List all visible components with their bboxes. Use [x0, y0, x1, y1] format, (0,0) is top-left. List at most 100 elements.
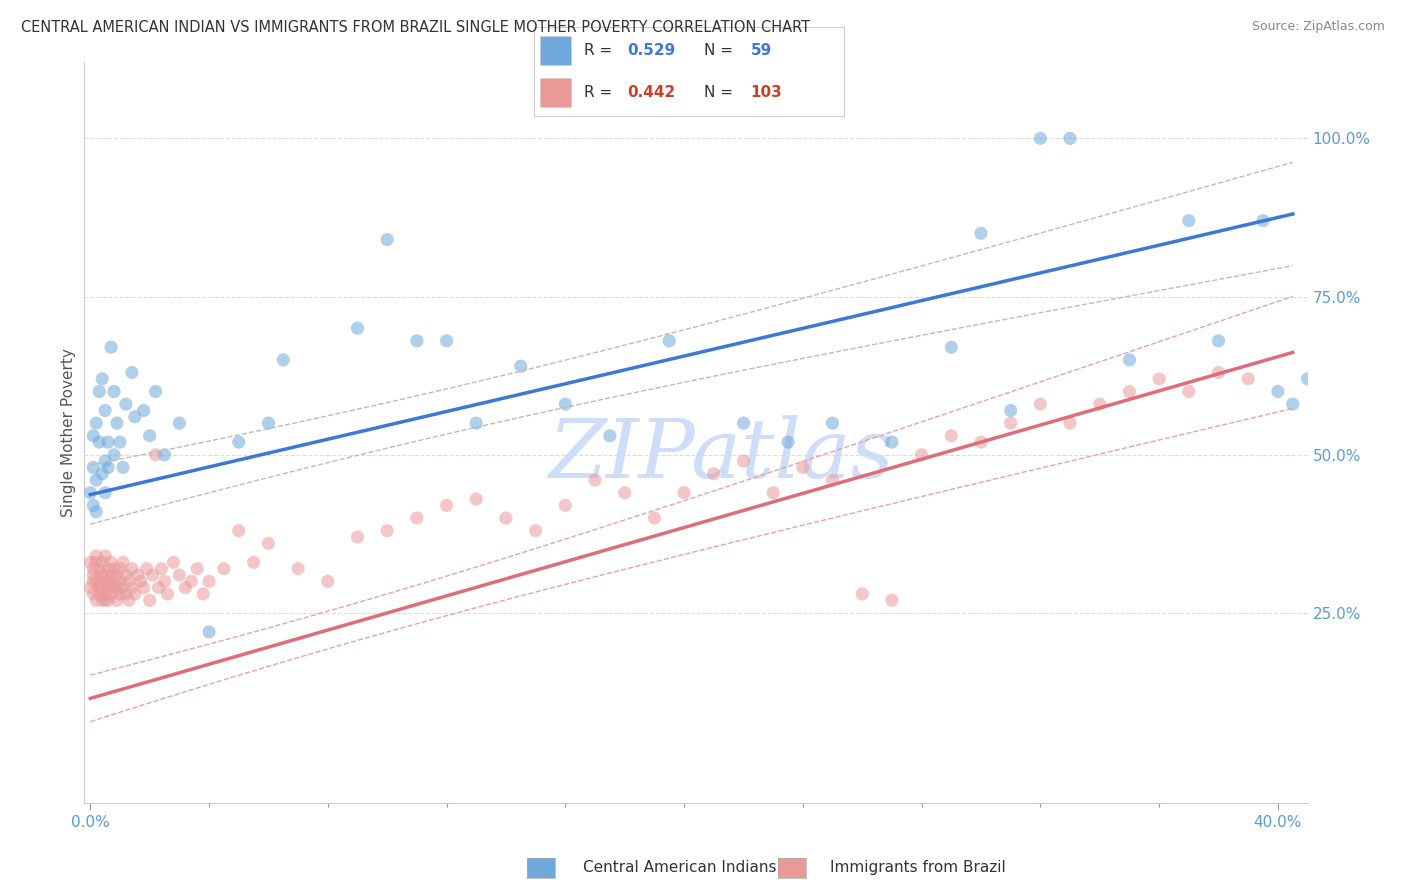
Point — [287, 562, 309, 576]
Point — [524, 524, 547, 538]
Point — [89, 574, 111, 589]
Point — [941, 429, 963, 443]
Point — [1147, 372, 1170, 386]
Point — [82, 574, 104, 589]
Point — [212, 562, 235, 576]
Point — [94, 454, 117, 468]
Point — [129, 574, 152, 589]
Point — [910, 448, 932, 462]
Point — [138, 593, 160, 607]
Point — [673, 485, 696, 500]
Point — [115, 397, 138, 411]
Point — [94, 403, 117, 417]
Point — [108, 435, 131, 450]
Text: N =: N = — [704, 86, 738, 100]
Point — [82, 429, 104, 443]
Point — [162, 555, 184, 569]
Point — [1059, 131, 1081, 145]
Point — [156, 587, 179, 601]
Point — [105, 568, 128, 582]
Point — [82, 562, 104, 576]
Point — [148, 581, 170, 595]
Point — [186, 562, 208, 576]
Point — [599, 429, 621, 443]
Point — [970, 435, 993, 450]
Point — [406, 334, 429, 348]
Point — [970, 227, 993, 241]
Point — [97, 562, 120, 576]
Point — [880, 435, 903, 450]
Point — [89, 581, 111, 595]
Point — [495, 511, 517, 525]
Point — [108, 587, 131, 601]
Point — [91, 581, 114, 595]
Point — [1237, 372, 1260, 386]
Point — [1029, 131, 1052, 145]
Point — [108, 562, 131, 576]
Point — [94, 587, 117, 601]
Y-axis label: Single Mother Poverty: Single Mother Poverty — [60, 348, 76, 517]
Point — [271, 352, 294, 367]
Point — [776, 435, 799, 450]
Point — [97, 574, 120, 589]
Text: 59: 59 — [751, 44, 772, 58]
Point — [257, 536, 280, 550]
Point — [105, 416, 128, 430]
Point — [82, 499, 104, 513]
Point — [84, 555, 107, 569]
Point — [89, 587, 111, 601]
Point — [132, 403, 155, 417]
Point — [242, 555, 264, 569]
Point — [103, 448, 125, 462]
Point — [97, 581, 120, 595]
Point — [1118, 352, 1140, 367]
Point — [124, 587, 146, 601]
Point — [316, 574, 339, 589]
Point — [94, 485, 117, 500]
Point — [406, 511, 429, 525]
Point — [100, 568, 122, 582]
Point — [91, 467, 114, 481]
Point — [79, 581, 101, 595]
Point — [509, 359, 531, 374]
Text: 103: 103 — [751, 86, 783, 100]
Point — [554, 499, 576, 513]
Point — [762, 485, 785, 500]
Point — [84, 549, 107, 563]
Point — [1059, 416, 1081, 430]
Point — [79, 555, 101, 569]
Point — [436, 499, 458, 513]
Point — [79, 485, 101, 500]
Point — [1178, 384, 1201, 399]
Point — [84, 473, 107, 487]
Point — [375, 524, 398, 538]
Point — [465, 416, 488, 430]
Point — [82, 460, 104, 475]
Point — [121, 562, 143, 576]
Point — [1208, 334, 1230, 348]
Point — [89, 562, 111, 576]
Point — [375, 233, 398, 247]
Point — [124, 409, 146, 424]
Point — [1251, 213, 1274, 227]
Point — [97, 460, 120, 475]
Point — [851, 587, 873, 601]
Text: 0.442: 0.442 — [627, 86, 675, 100]
Text: Central American Indians: Central American Indians — [583, 860, 778, 874]
Point — [82, 568, 104, 582]
Point — [82, 587, 104, 601]
Point — [135, 562, 157, 576]
Point — [1088, 397, 1111, 411]
Point — [100, 555, 122, 569]
Point — [346, 530, 368, 544]
Point — [91, 568, 114, 582]
Point — [169, 416, 191, 430]
Point — [1000, 416, 1022, 430]
Point — [118, 593, 141, 607]
Point — [792, 460, 814, 475]
Point — [89, 435, 111, 450]
Point — [821, 473, 844, 487]
Point — [100, 340, 122, 354]
Point — [103, 574, 125, 589]
Point — [94, 593, 117, 607]
